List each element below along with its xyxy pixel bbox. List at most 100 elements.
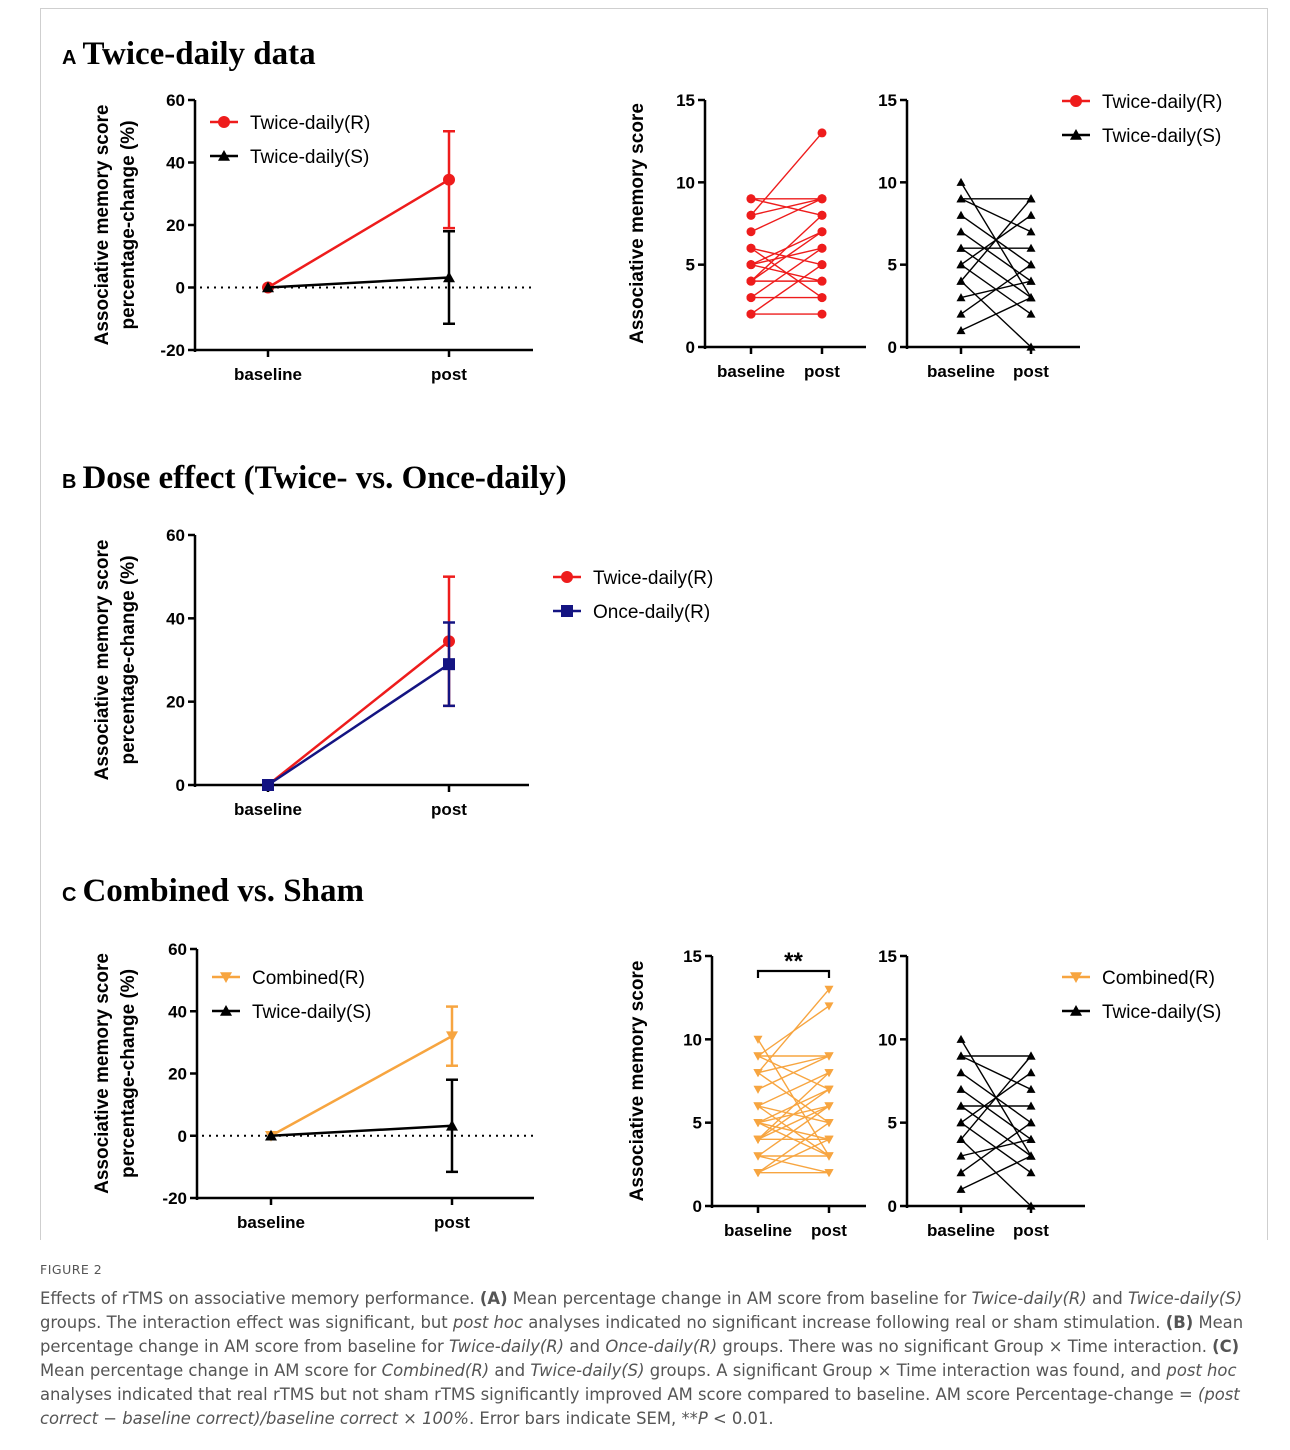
caption-c-posthoc: post hoc (1166, 1361, 1237, 1380)
A-individual-sham-post-point (1026, 309, 1036, 318)
caption-p-symbol: P (697, 1409, 708, 1428)
C-percent-change-x-tick-label: post (434, 1213, 470, 1232)
C-individual-real-baseline-point (753, 1169, 763, 1178)
A-individual-real-y-tick-label: 0 (686, 338, 695, 357)
figure-label: FIGURE 2 (40, 1262, 103, 1277)
caption-a-text2: groups. The interaction effect was signi… (40, 1313, 448, 1332)
C-individual-real-y-tick-label: 0 (693, 1197, 702, 1216)
A-individual-real-post-point (817, 243, 827, 253)
A-individual-real-baseline-point (746, 227, 756, 237)
A-individual-sham-baseline-point (956, 243, 966, 252)
A-individual-sham-subject-line (960, 247, 1032, 299)
A-percent-change-y-tick-label: 60 (166, 91, 185, 110)
frame-top-border (40, 8, 1268, 9)
A-individual-sham-legend-marker (1070, 129, 1082, 140)
caption-c-text3: analyses indicated that real rTMS but no… (40, 1385, 931, 1404)
A-individual-sham-subject-line (960, 264, 1032, 315)
panel-c-letter: C (62, 884, 77, 906)
C-individual-real-baseline-point (753, 1152, 763, 1161)
C-individual-real-subject-line (757, 1122, 830, 1157)
C-individual-sham-post-point (1026, 1151, 1036, 1160)
B-dose-effect-y-tick-label: 20 (166, 693, 185, 712)
C-individual-sham-post-point (1026, 1101, 1036, 1110)
C-individual-real-subject-line (757, 1055, 830, 1090)
C-individual-real-y-tick-label: 15 (683, 947, 702, 966)
A-individual-sham-baseline-point (956, 309, 966, 318)
A-individual-sham-baseline-point (956, 210, 966, 219)
C-individual-real-y-axis-label: Associative memory score (627, 961, 648, 1202)
A-individual-sham-post-point (1026, 276, 1036, 285)
caption-a-text1: Mean percentage change in AM score from … (512, 1289, 967, 1308)
C-individual-real-subject-line (757, 1105, 830, 1140)
panel-c-title: C Combined vs. Sham (62, 873, 364, 910)
C-individual-real-subject-line (757, 1005, 830, 1057)
C-individual-sham-post-point (1026, 1051, 1036, 1060)
C-percent-change-y-axis-label: percentage-change (%) (118, 969, 139, 1178)
caption-text: Effects of rTMS on associative memory pe… (40, 1287, 1270, 1431)
caption-b-text2: groups. There was no significant Group ×… (722, 1337, 1207, 1356)
C-individual-sham-subject-line (960, 1088, 1032, 1140)
frame-left-border (40, 8, 41, 1240)
A-percent-change-legend-marker (218, 116, 230, 128)
B-dose-effect-y-tick-label: 40 (166, 609, 185, 628)
A-individual-sham-subject-line (960, 231, 1032, 282)
A-percent-change-series-line (267, 178, 450, 289)
C-percent-change-y-tick-label: 60 (168, 940, 187, 959)
A-individual-real-baseline-point (746, 260, 756, 270)
C-individual-real-post-point (824, 1119, 834, 1128)
A-individual-sham-legend-label: Twice-daily(S) (1102, 126, 1221, 147)
A-individual-real-post-point (817, 194, 827, 204)
C-individual-sham-baseline-point (956, 1184, 966, 1193)
C-individual-sham-post-point (1026, 1134, 1036, 1143)
C-individual-sham-y-tick-label: 5 (888, 1114, 897, 1133)
A-percent-change-x-tick-label: post (431, 365, 467, 384)
C-percent-change-y-axis-label: Associative memory score (92, 953, 113, 1194)
C-individual-real-post-point (824, 1135, 834, 1144)
A-individual-real-subject-line (750, 198, 823, 216)
C-individual-real-subject-line (757, 1105, 830, 1124)
C-individual-real-baseline-point (753, 1102, 763, 1111)
C-individual-sham-legend-label: Twice-daily(S) (1102, 1002, 1221, 1023)
A-individual-sham-baseline-point (956, 260, 966, 269)
C-individual-real-post-point (824, 1102, 834, 1111)
caption-b-tag: (B) (1165, 1313, 1194, 1332)
B-dose-effect-series-line (267, 640, 450, 786)
C-individual-sham-subject-line (960, 1105, 1032, 1157)
B-dose-effect-x-tick-label: post (431, 800, 467, 819)
A-individual-sham-baseline-point (956, 194, 966, 203)
C-individual-real-subject-line (757, 1138, 830, 1174)
C-individual-real-significance-label: ** (784, 948, 803, 975)
panel-a-title: A Twice-daily data (62, 36, 316, 73)
C-individual-real-post-point (824, 1002, 834, 1011)
A-individual-sham-baseline-point (956, 227, 966, 236)
A-percent-change-legend-label: Twice-daily(S) (250, 147, 369, 168)
C-percent-change-data-point (446, 1031, 458, 1043)
A-percent-change-y-tick-label: 40 (166, 154, 185, 173)
C-individual-real-post-point (824, 1052, 834, 1061)
B-dose-effect-legend-marker (561, 605, 573, 617)
figure-caption: FIGURE 2 Effects of rTMS on associative … (40, 1262, 1270, 1431)
caption-formula-pre: AM score Percentage-change = (935, 1385, 1193, 1404)
caption-p-value: < 0.01. (707, 1409, 774, 1428)
A-individual-real-post-point (817, 210, 827, 220)
caption-a-tag: (A) (479, 1289, 508, 1308)
A-percent-change-data-point (443, 173, 455, 186)
C-percent-change-legend-marker (220, 972, 232, 983)
caption-b-text1: Mean percentage change in AM score from … (40, 1313, 1244, 1356)
A-individual-real-baseline-point (746, 309, 756, 319)
C-individual-real-x-tick-label: baseline (724, 1221, 792, 1240)
C-individual-sham-baseline-point (956, 1118, 966, 1127)
C-individual-real-baseline-point (753, 1135, 763, 1144)
A-individual-real-y-tick-label: 10 (676, 173, 695, 192)
C-individual-sham-y-tick-label: 10 (878, 1030, 897, 1049)
C-individual-real-x-tick-label: post (811, 1221, 847, 1240)
C-percent-change-x-tick-label: baseline (237, 1213, 305, 1232)
caption-b-group1: Twice-daily(R) (449, 1337, 565, 1356)
B-dose-effect-x-tick-label: baseline (234, 800, 302, 819)
C-individual-real-y-tick-label: 5 (693, 1114, 702, 1133)
C-individual-sham-post-point (1026, 1118, 1036, 1127)
A-percent-change-y-tick-label: 0 (176, 279, 185, 298)
A-individual-sham-y-tick-label: 5 (888, 256, 897, 275)
C-individual-sham-subject-line (960, 1038, 1032, 1157)
panel-a-title-text: Twice-daily data (82, 36, 316, 72)
